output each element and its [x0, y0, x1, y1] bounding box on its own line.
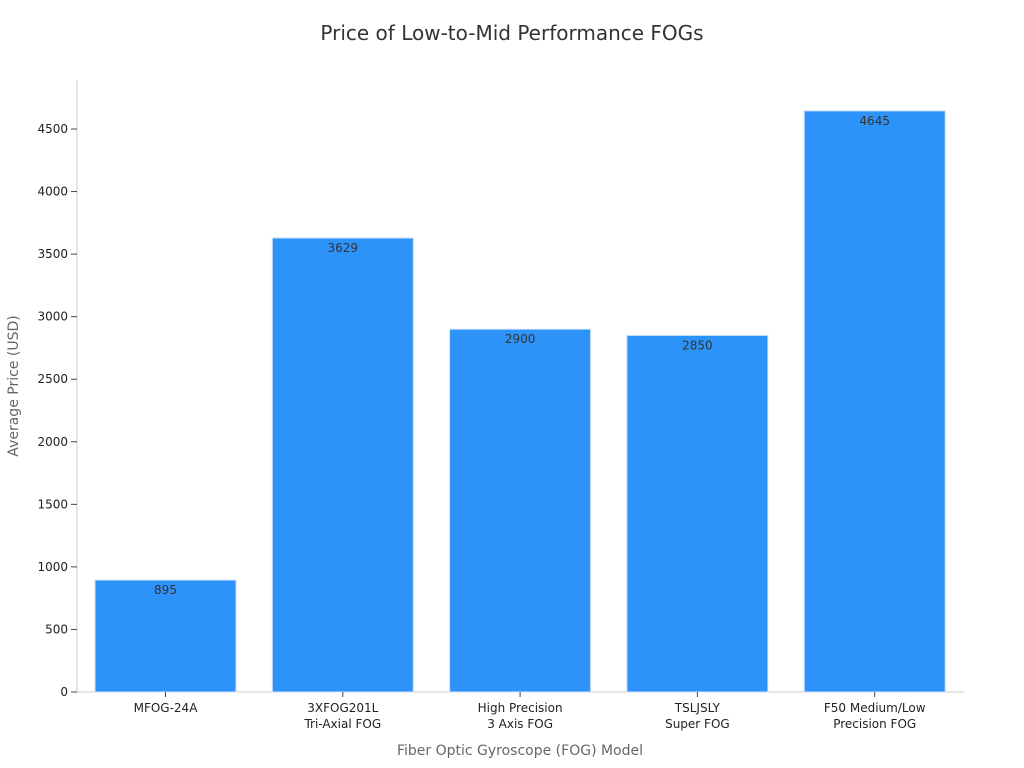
y-axis-title: Average Price (USD) [6, 315, 22, 456]
x-tick-label: F50 Medium/Low Precision FOG [824, 701, 926, 731]
x-tick-label-line: Super FOG [665, 717, 730, 731]
bar [94, 579, 237, 693]
x-tick-label: TSLJSLY Super FOG [665, 701, 730, 731]
x-tick-label-line: Precision FOG [833, 717, 916, 731]
bar-value-label: 4645 [859, 114, 890, 128]
x-axis-title: Fiber Optic Gyroscope (FOG) Model [397, 743, 643, 759]
x-tick-label-line: TSLJSLY [674, 701, 721, 715]
bar-value-label: 2900 [505, 332, 536, 346]
bar-value-label: 2850 [682, 338, 713, 352]
y-tick-label: 4000 [37, 185, 68, 199]
x-tick-label: High Precision 3 Axis FOG [478, 701, 563, 731]
y-tick-label: 0 [60, 685, 68, 699]
bar [803, 110, 946, 693]
y-tick-label: 2500 [37, 372, 68, 386]
bar [449, 328, 592, 693]
x-tick-label-line: MFOG-24A [134, 701, 199, 715]
x-tick-label-line: 3XFOG201L [307, 701, 378, 715]
x-tick-label-line: Tri-Axial FOG [303, 717, 381, 731]
x-tick-label-line: 3 Axis FOG [487, 717, 553, 731]
y-tick-label: 2000 [37, 435, 68, 449]
bar [626, 334, 769, 693]
y-tick-label: 1000 [37, 560, 68, 574]
bar-value-label: 3629 [328, 241, 359, 255]
bar [271, 237, 414, 693]
chart-title: Price of Low-to-Mid Performance FOGs [320, 21, 703, 45]
x-tick-label: MFOG-24A [134, 701, 199, 715]
y-tick-label: 3000 [37, 310, 68, 324]
x-tick-label-line: F50 Medium/Low [824, 701, 926, 715]
x-tick-label-line: High Precision [478, 701, 563, 715]
y-tick-label: 1500 [37, 497, 68, 511]
y-tick-label: 4500 [37, 122, 68, 136]
plot-area: 0 500 1000 1500 2000 2500 3000 3500 4000 4500 895 M… [37, 80, 964, 731]
y-tick-label: 3500 [37, 247, 68, 261]
bar-value-label: 895 [154, 583, 177, 597]
y-tick-label: 500 [45, 622, 68, 636]
x-tick-label: 3XFOG201L Tri-Axial FOG [303, 701, 381, 731]
